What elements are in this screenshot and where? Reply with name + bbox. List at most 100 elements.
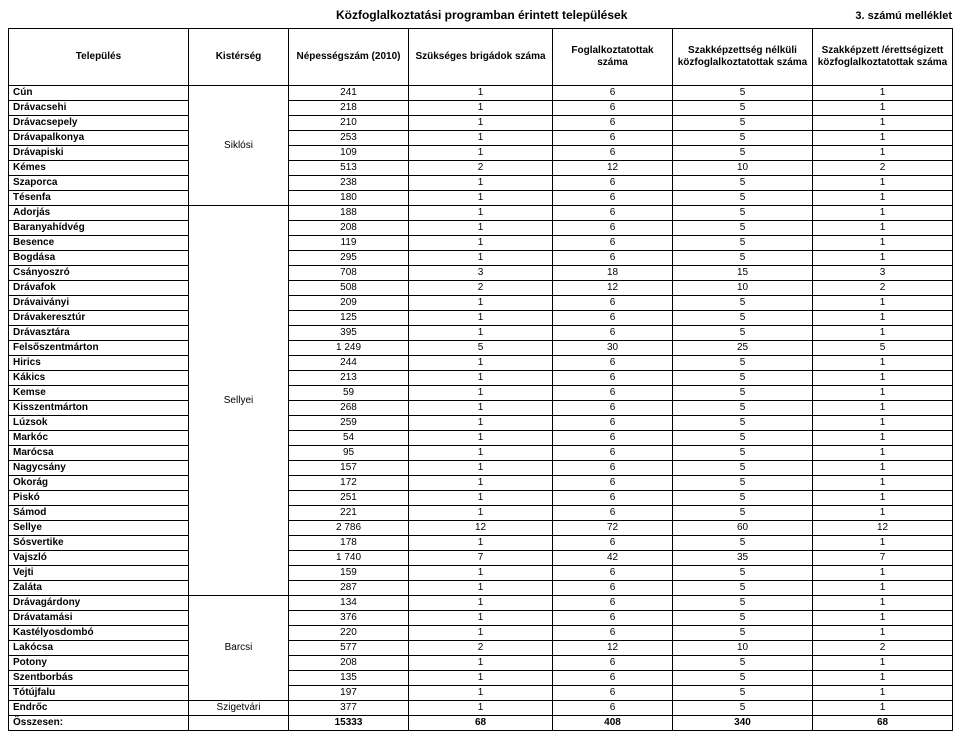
col-nepesseg: Népességszám (2010): [289, 29, 409, 86]
table-total-row: Összesen:153336840834068: [9, 716, 953, 731]
cell-value: 5: [673, 236, 813, 251]
cell-telepules: Lúzsok: [9, 416, 189, 431]
cell-value: 1: [409, 206, 553, 221]
cell-value: 5: [673, 581, 813, 596]
cell-value: 60: [673, 521, 813, 536]
table-row: Drávakeresztúr1251651: [9, 311, 953, 326]
cell-telepules: Drávafok: [9, 281, 189, 296]
cell-value: 6: [553, 101, 673, 116]
cell-value: 5: [673, 371, 813, 386]
cell-value: 708: [289, 266, 409, 281]
cell-value: 6: [553, 476, 673, 491]
table-row: Drávapalkonya2531651: [9, 131, 953, 146]
cell-value: 6: [553, 236, 673, 251]
cell-value: 6: [553, 251, 673, 266]
cell-value: 5: [673, 686, 813, 701]
table-row: Kemse591651: [9, 386, 953, 401]
cell-telepules: Nagycsány: [9, 461, 189, 476]
cell-value: 1: [813, 356, 953, 371]
cell-value: 1: [813, 506, 953, 521]
cell-value: 1: [409, 296, 553, 311]
col-brigadok: Szükséges brigádok száma: [409, 29, 553, 86]
cell-telepules: Marócsa: [9, 446, 189, 461]
cell-value: 5: [673, 446, 813, 461]
col-szakkep-nelkuli: Szakképzettség nélküli közfoglalkoztatot…: [673, 29, 813, 86]
cell-value: 253: [289, 131, 409, 146]
cell-value: 12: [553, 641, 673, 656]
cell-value: 1: [409, 326, 553, 341]
cell-value: 2: [813, 161, 953, 176]
cell-value: 220: [289, 626, 409, 641]
table-row: Sámod2211651: [9, 506, 953, 521]
cell-value: 6: [553, 626, 673, 641]
cell-value: 5: [813, 341, 953, 356]
cell-telepules: Markóc: [9, 431, 189, 446]
cell-value: 5: [673, 221, 813, 236]
cell-value: 6: [553, 686, 673, 701]
cell-value: 12: [553, 161, 673, 176]
cell-value: 5: [673, 461, 813, 476]
cell-value: 6: [553, 581, 673, 596]
cell-value: 5: [673, 146, 813, 161]
cell-telepules: Sósvertike: [9, 536, 189, 551]
cell-value: 3: [409, 266, 553, 281]
cell-value: 6: [553, 356, 673, 371]
cell-value: 1: [409, 671, 553, 686]
cell-telepules: Kastélyosdombó: [9, 626, 189, 641]
cell-telepules: Tésenfa: [9, 191, 189, 206]
cell-telepules: Sámod: [9, 506, 189, 521]
cell-value: 376: [289, 611, 409, 626]
cell-value: 2: [813, 281, 953, 296]
cell-value: 1: [409, 626, 553, 641]
cell-value: 268: [289, 401, 409, 416]
cell-value: 157: [289, 461, 409, 476]
cell-value: 10: [673, 641, 813, 656]
cell-telepules: Zaláta: [9, 581, 189, 596]
cell-value: 5: [673, 311, 813, 326]
table-row: Markóc541651: [9, 431, 953, 446]
cell-value: 1: [409, 506, 553, 521]
total-value: 340: [673, 716, 813, 731]
total-label: Összesen:: [9, 716, 189, 731]
cell-telepules: Hirics: [9, 356, 189, 371]
cell-value: 210: [289, 116, 409, 131]
cell-value: 1: [409, 176, 553, 191]
cell-value: 5: [673, 296, 813, 311]
cell-value: 6: [553, 296, 673, 311]
cell-value: 1: [409, 656, 553, 671]
cell-value: 10: [673, 281, 813, 296]
cell-value: 35: [673, 551, 813, 566]
cell-value: 1: [813, 431, 953, 446]
cell-value: 6: [553, 611, 673, 626]
cell-value: 119: [289, 236, 409, 251]
cell-value: 1: [813, 491, 953, 506]
cell-value: 95: [289, 446, 409, 461]
cell-value: 1: [813, 566, 953, 581]
cell-kisterseg: Sellyei: [189, 206, 289, 596]
cell-value: 1: [409, 101, 553, 116]
cell-value: 1: [409, 686, 553, 701]
table-row: Hirics2441651: [9, 356, 953, 371]
cell-value: 6: [553, 221, 673, 236]
cell-value: 18: [553, 266, 673, 281]
cell-telepules: Felsőszentmárton: [9, 341, 189, 356]
cell-value: 1: [813, 446, 953, 461]
table-row: EndrőcSzigetvári3771651: [9, 701, 953, 716]
cell-value: 513: [289, 161, 409, 176]
cell-telepules: Baranyahídvég: [9, 221, 189, 236]
cell-value: 6: [553, 206, 673, 221]
total-value: 68: [813, 716, 953, 731]
table-row: DrávagárdonyBarcsi1341651: [9, 596, 953, 611]
cell-value: 1: [409, 416, 553, 431]
cell-value: 6: [553, 461, 673, 476]
cell-value: 5: [673, 476, 813, 491]
table-row: Kisszentmárton2681651: [9, 401, 953, 416]
cell-value: 1: [813, 296, 953, 311]
col-szakkepzett: Szakképzett /érettségizett közfoglalkozt…: [813, 29, 953, 86]
cell-value: 178: [289, 536, 409, 551]
cell-value: 12: [409, 521, 553, 536]
cell-value: 1: [813, 131, 953, 146]
table-row: Kastélyosdombó2201651: [9, 626, 953, 641]
total-value: 15333: [289, 716, 409, 731]
cell-value: 208: [289, 656, 409, 671]
